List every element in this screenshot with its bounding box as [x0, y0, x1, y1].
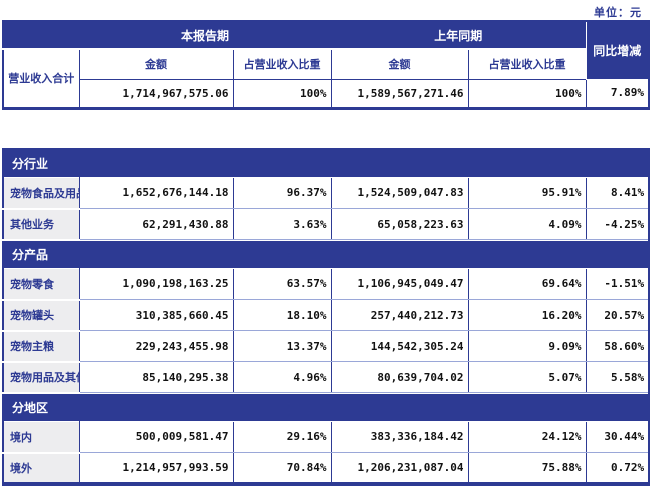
prior-amount-cell: 1,206,231,087.04 — [330, 452, 468, 484]
section-title: 分行业 — [3, 148, 650, 178]
prior-amount-cell: 144,542,305.24 — [330, 330, 468, 362]
yoy-cell: -1.51% — [585, 268, 650, 300]
current-amount-cell: 1,652,676,144.18 — [78, 177, 233, 209]
current-share-cell: 29.16% — [232, 421, 331, 453]
yoy-cell: 5.58% — [585, 361, 650, 393]
total-revenue-label: 营业收入合计 — [2, 48, 80, 109]
prior-share-cell: 75.88% — [467, 452, 586, 484]
section-header-region: 分地区 — [3, 392, 650, 422]
period-header-row: 本报告期 上年同期 同比增减 — [3, 21, 650, 79]
table-row: 境外 1,214,957,993.59 70.84% 1,206,231,087… — [3, 452, 650, 485]
prior-amount-cell: 383,336,184.42 — [330, 421, 468, 453]
prior-amount-cell: 257,440,212.73 — [330, 299, 468, 331]
current-share-cell: 13.37% — [232, 330, 331, 362]
table-row: 宠物食品及用品 1,652,676,144.18 96.37% 1,524,50… — [3, 177, 650, 210]
current-share-cell: 4.96% — [232, 361, 331, 393]
header-prior-period: 上年同期 — [331, 21, 587, 49]
unit-label: 单位：元 — [594, 7, 642, 19]
current-share-cell: 100% — [232, 79, 332, 108]
current-amount-cell: 1,214,957,993.59 — [78, 452, 233, 484]
prior-share-cell: 24.12% — [467, 421, 586, 453]
current-amount-cell: 310,385,660.45 — [78, 299, 233, 331]
current-amount-cell: 85,140,295.38 — [78, 361, 233, 393]
current-share-cell: 70.84% — [232, 452, 331, 484]
current-amount-cell: 1,714,967,575.06 — [78, 79, 233, 108]
revenue-breakdown-table: 分行业 宠物食品及用品 1,652,676,144.18 96.37% 1,52… — [2, 147, 650, 486]
current-amount-cell: 500,009,581.47 — [78, 421, 233, 453]
table-row: 宠物主粮 229,243,455.98 13.37% 144,542,305.2… — [3, 330, 650, 363]
yoy-cell: 0.72% — [585, 452, 650, 484]
yoy-cell: 8.41% — [585, 177, 650, 209]
prior-share-cell: 4.09% — [467, 208, 586, 240]
row-label: 宠物食品及用品 — [3, 177, 80, 210]
header-share-current: 占营业收入比重 — [232, 48, 332, 80]
table-row: 宠物罐头 310,385,660.45 18.10% 257,440,212.7… — [3, 299, 650, 332]
revenue-summary-table: 本报告期 上年同期 同比增减 营业收入合计 金额 占营业收入比重 金额 占营业收… — [2, 20, 650, 110]
total-revenue-row: 1,714,967,575.06 100% 1,589,567,271.46 1… — [3, 79, 650, 108]
prior-share-cell: 16.20% — [467, 299, 586, 331]
table-gap — [0, 110, 650, 148]
table-row: 宠物用品及其他 85,140,295.38 4.96% 80,639,704.0… — [3, 361, 650, 394]
section-header-industry: 分行业 — [3, 148, 650, 178]
subheader-row: 营业收入合计 金额 占营业收入比重 金额 占营业收入比重 — [2, 48, 649, 109]
yoy-cell: -4.25% — [585, 208, 650, 240]
current-amount-cell: 229,243,455.98 — [78, 330, 233, 362]
header-amount-current: 金额 — [78, 48, 233, 80]
corner-cell — [3, 21, 79, 49]
header-yoy-change: 同比增减 — [585, 21, 650, 79]
table-row: 其他业务 62,291,430.88 3.63% 65,058,223.63 4… — [3, 208, 650, 241]
section-header-product: 分产品 — [3, 239, 650, 269]
prior-share-cell: 5.07% — [467, 361, 586, 393]
header-amount-prior: 金额 — [330, 48, 469, 80]
prior-share-cell: 95.91% — [467, 177, 586, 209]
current-amount-cell: 1,090,198,163.25 — [78, 268, 233, 300]
current-share-cell: 96.37% — [232, 177, 331, 209]
table-row: 境内 500,009,581.47 29.16% 383,336,184.42 … — [3, 421, 650, 454]
row-label: 境内 — [3, 421, 80, 454]
yoy-cell: 30.44% — [585, 421, 650, 453]
current-share-cell: 3.63% — [232, 208, 331, 240]
header-share-prior: 占营业收入比重 — [467, 48, 587, 80]
row-label: 宠物罐头 — [3, 299, 80, 332]
current-amount-cell: 62,291,430.88 — [78, 208, 233, 240]
row-label: 宠物用品及其他 — [3, 361, 80, 394]
prior-amount-cell: 1,106,945,049.47 — [330, 268, 468, 300]
prior-amount-cell: 1,589,567,271.46 — [330, 79, 469, 108]
prior-share-cell: 9.09% — [467, 330, 586, 362]
prior-amount-cell: 1,524,509,047.83 — [330, 177, 468, 209]
yoy-cell: 20.57% — [585, 299, 650, 331]
row-label: 境外 — [3, 452, 80, 485]
row-label: 宠物零食 — [3, 268, 80, 301]
current-share-cell: 18.10% — [232, 299, 331, 331]
prior-share-cell: 100% — [467, 79, 587, 108]
row-label: 宠物主粮 — [3, 330, 80, 363]
prior-amount-cell: 65,058,223.63 — [330, 208, 468, 240]
section-title: 分地区 — [3, 392, 650, 422]
prior-amount-cell: 80,639,704.02 — [330, 361, 468, 393]
header-current-period: 本报告期 — [79, 21, 332, 49]
current-share-cell: 63.57% — [232, 268, 331, 300]
yoy-cell: 7.89% — [585, 79, 650, 108]
prior-share-cell: 69.64% — [467, 268, 586, 300]
section-title: 分产品 — [3, 239, 650, 269]
yoy-cell: 58.60% — [585, 330, 650, 362]
table-row: 宠物零食 1,090,198,163.25 63.57% 1,106,945,0… — [3, 268, 650, 301]
row-label: 其他业务 — [3, 208, 80, 241]
